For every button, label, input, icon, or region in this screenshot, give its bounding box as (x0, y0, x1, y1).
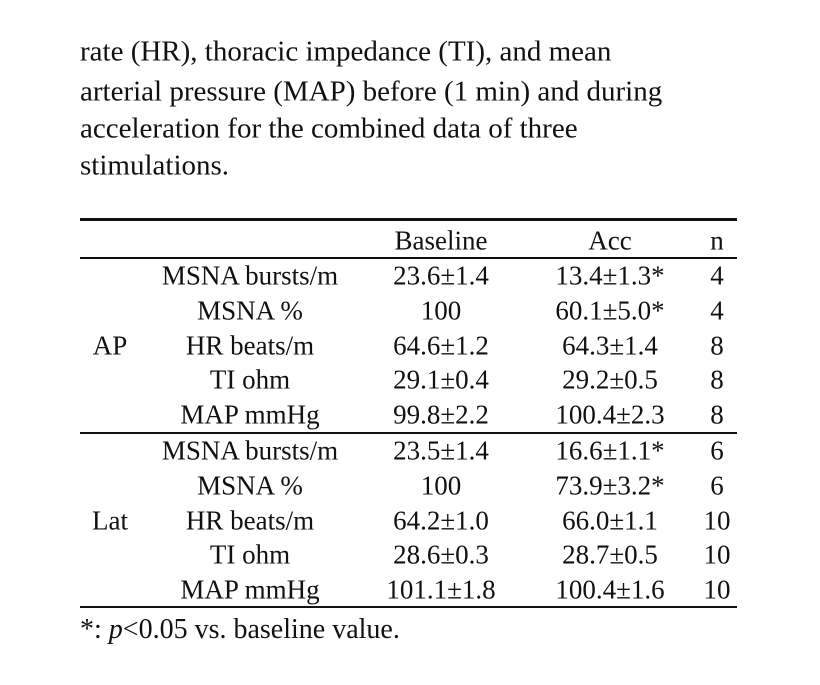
caption-line: rate (HR), thoracic impedance (TI), and … (80, 35, 612, 68)
cell: 23.5±1.4 (393, 435, 489, 466)
cell: 100.4±1.6 (555, 574, 665, 605)
bottom-rule (80, 606, 737, 608)
row-label: MAP mmHg (180, 399, 320, 430)
column-header: Acc (588, 225, 632, 256)
cell: 29.1±0.4 (393, 364, 489, 395)
cell: 4 (710, 260, 724, 291)
cell: 60.1±5.0* (555, 295, 665, 326)
cell: 29.2±0.5 (562, 364, 658, 395)
cell: 100 (420, 295, 462, 326)
header-rule (80, 257, 737, 259)
group-label: Lat (92, 505, 128, 536)
column-header: Baseline (394, 225, 488, 256)
column-header: n (710, 225, 724, 256)
footnote-symbol: p (108, 614, 123, 645)
cell: 6 (710, 435, 724, 466)
cell: 23.6±1.4 (393, 260, 489, 291)
row-label: HR beats/m (185, 330, 315, 361)
row-label: TI ohm (209, 539, 291, 570)
cell: 64.3±1.4 (562, 330, 658, 361)
row-label: MAP mmHg (180, 574, 320, 605)
group-rule (80, 432, 737, 434)
footnote-text: <0.05 vs. baseline value. (122, 614, 400, 645)
cell: 66.0±1.1 (562, 505, 658, 536)
caption-line: arterial pressure (MAP) before (1 min) a… (80, 75, 663, 108)
group-label: AP (92, 330, 128, 361)
caption-line: stimulations. (80, 149, 230, 182)
cell: 8 (710, 399, 724, 430)
cell: 10 (703, 505, 731, 536)
cell: 6 (710, 470, 724, 501)
cell: 10 (703, 539, 731, 570)
row-label: MSNA bursts/m (161, 260, 339, 291)
footnote: *: p<0.05 vs. baseline value. (80, 616, 400, 644)
cell: 4 (710, 295, 724, 326)
top-rule (80, 218, 737, 221)
cell: 28.7±0.5 (562, 539, 658, 570)
row-label: TI ohm (209, 364, 291, 395)
row-label: MSNA % (197, 295, 303, 326)
cell: 100 (420, 470, 462, 501)
cell: 8 (710, 364, 724, 395)
cell: 13.4±1.3* (555, 260, 665, 291)
cell: 8 (710, 330, 724, 361)
cell: 73.9±3.2* (555, 470, 665, 501)
cell: 64.6±1.2 (393, 330, 489, 361)
footnote-text: *: (80, 614, 109, 645)
cell: 10 (703, 574, 731, 605)
cell: 101.1±1.8 (386, 574, 496, 605)
row-label: MSNA bursts/m (161, 435, 339, 466)
cell: 64.2±1.0 (393, 505, 489, 536)
cell: 100.4±2.3 (555, 399, 665, 430)
row-label: MSNA % (197, 470, 303, 501)
row-label: HR beats/m (185, 505, 315, 536)
cell: 99.8±2.2 (393, 399, 489, 430)
cell: 28.6±0.3 (393, 539, 489, 570)
caption-line: acceleration for the combined data of th… (80, 112, 578, 145)
cell: 16.6±1.1* (555, 435, 665, 466)
